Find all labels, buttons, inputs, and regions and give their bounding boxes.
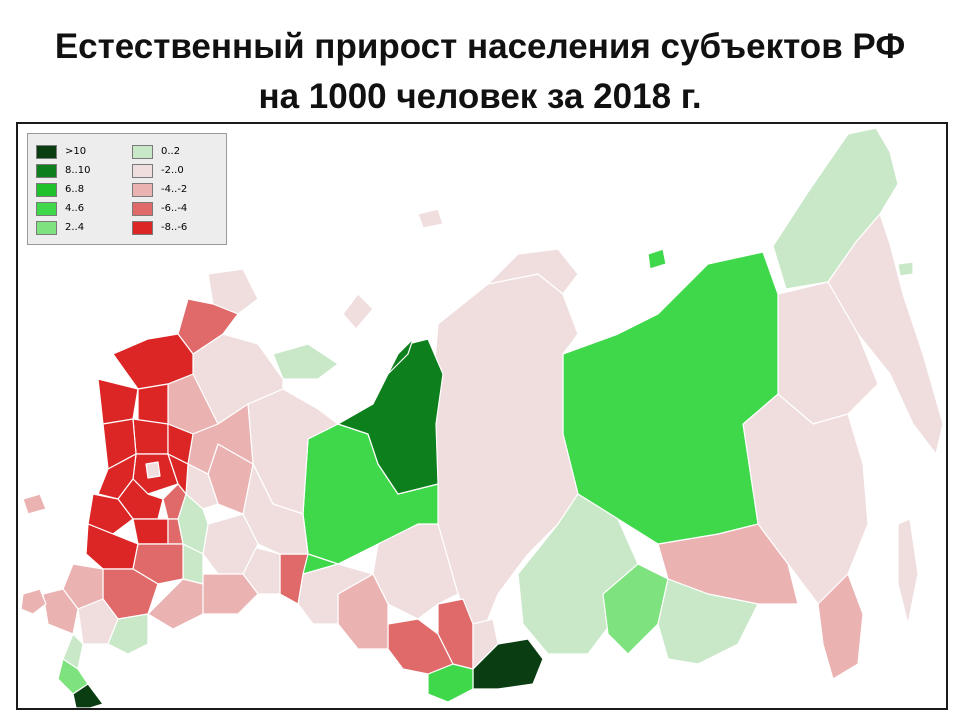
legend-item: 2..4	[36, 218, 90, 237]
legend-swatch	[132, 220, 153, 235]
title-line-2: на 1000 человек за 2018 г.	[258, 77, 702, 116]
legend-item: -6..-4	[132, 199, 187, 218]
region-chukotka	[772, 127, 899, 290]
legend-swatch	[36, 201, 57, 216]
region-astrakhan	[147, 578, 204, 630]
legend-swatch	[132, 201, 153, 216]
region-kamchatka	[827, 213, 944, 455]
region-pskov	[97, 378, 139, 425]
legend-label: >10	[65, 146, 87, 157]
region-nenets	[272, 343, 339, 380]
region-zabaykalsky	[657, 578, 759, 665]
legend-label: 4..6	[65, 203, 85, 214]
legend-label: 0..2	[161, 146, 181, 157]
legend-column-positive: >10 8..10 6..8 4..6 2..4	[36, 142, 90, 237]
legend-label: 8..10	[65, 165, 91, 176]
legend-swatch	[36, 144, 57, 159]
legend-item: 6..8	[36, 180, 90, 199]
legend-item: -4..-2	[132, 180, 187, 199]
region-lipetsk-tambov	[132, 518, 169, 545]
legend-label: 2..4	[65, 222, 85, 233]
legend-label: -6..-4	[161, 203, 188, 214]
region-kaliningrad	[22, 493, 47, 515]
region-novgorod	[137, 383, 169, 425]
region-sakhalin	[897, 518, 919, 625]
region-arctic-island-2	[417, 208, 444, 229]
region-yanao	[337, 338, 444, 495]
legend-column-negative: 0..2 -2..0 -4..-2 -6..-4 -8..-6	[132, 142, 187, 237]
legend-swatch	[132, 182, 153, 197]
legend-swatch	[132, 144, 153, 159]
legend-label: -4..-2	[161, 184, 188, 195]
region-arctic-island-1	[647, 248, 667, 270]
legend-item: 8..10	[36, 161, 90, 180]
region-novosibirsk	[337, 573, 389, 650]
legend-label: -8..-6	[161, 222, 188, 233]
region-wrangel	[897, 261, 914, 277]
legend-item: -2..0	[132, 161, 187, 180]
region-novaya-zemlya	[342, 293, 374, 330]
map-title: Естественный прирост населения субъектов…	[0, 22, 960, 122]
region-kalmykia	[107, 613, 149, 655]
region-chechnya	[72, 683, 104, 708]
region-murmansk	[207, 268, 259, 315]
legend-swatch	[36, 182, 57, 197]
region-crimea	[20, 588, 47, 615]
region-yakutia	[562, 251, 779, 545]
region-altai-krai	[387, 618, 454, 675]
legend-label: 6..8	[65, 184, 85, 195]
russia-map	[20, 127, 944, 708]
region-tver	[132, 418, 169, 455]
legend-item: 4..6	[36, 199, 90, 218]
legend-swatch	[36, 163, 57, 178]
region-moscow	[145, 461, 161, 479]
title-line-1: Естественный прирост населения субъектов…	[54, 27, 906, 66]
region-taimyr	[487, 248, 579, 295]
region-omsk	[297, 563, 374, 625]
legend-label: -2..0	[161, 165, 184, 176]
legend-item: >10	[36, 142, 90, 161]
map-frame: >10 8..10 6..8 4..6 2..4 0..2	[16, 122, 948, 710]
legend-item: -8..-6	[132, 218, 187, 237]
legend-swatch	[36, 220, 57, 235]
region-kursk-orel	[87, 493, 134, 535]
legend-item: 0..2	[132, 142, 187, 161]
region-yamal-tip	[387, 338, 414, 375]
legend-swatch	[132, 163, 153, 178]
map-legend: >10 8..10 6..8 4..6 2..4 0..2	[27, 133, 227, 245]
region-krasnodar	[42, 588, 79, 635]
region-primorye	[817, 573, 864, 680]
region-khakassia	[472, 618, 499, 670]
